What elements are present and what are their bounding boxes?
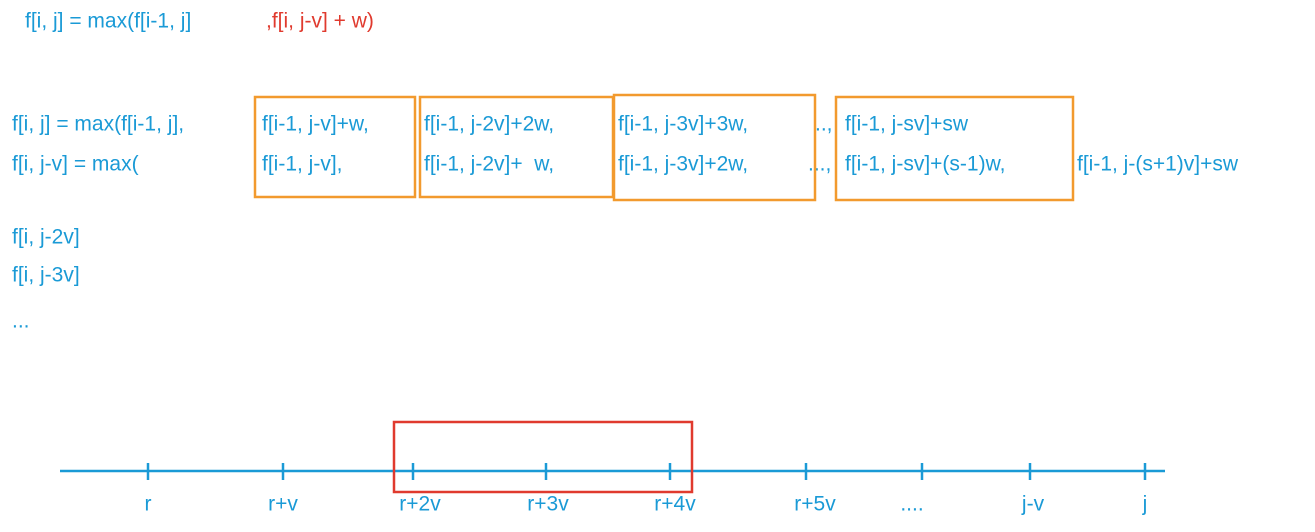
axis-label: r+5v <box>794 493 836 516</box>
row2-text: f[i, j-v] = max( <box>12 153 139 176</box>
axis-label: j-v <box>1021 493 1045 516</box>
axis-ticks: r r+v r+2v r+3v r+4v r+5v.... j-v j <box>145 463 1148 516</box>
row2-text: f[i-1, j-2v]+ w, <box>424 153 554 176</box>
row1-text: .., <box>815 113 833 136</box>
axis-label: r+v <box>268 493 298 516</box>
axis-label: .... <box>900 493 923 516</box>
row1-text: f[i-1, j-3v]+3w, <box>618 113 748 136</box>
axis-label: r+2v <box>399 493 441 516</box>
list-item: f[i, j-2v] <box>12 226 80 249</box>
row2-text: f[i-1, j-(s+1)v]+sw <box>1077 153 1239 176</box>
row2-text: ..., <box>808 153 831 176</box>
axis-label: r <box>145 493 152 516</box>
row1-text: f[i-1, j-sv]+sw <box>845 113 969 136</box>
row2-text: f[i-1, j-3v]+2w, <box>618 153 748 176</box>
list-item: f[i, j-3v] <box>12 264 80 287</box>
highlight-box <box>612 93 817 202</box>
axis-label: j <box>1142 493 1148 516</box>
window-box <box>392 420 694 494</box>
highlight-box <box>253 95 417 199</box>
highlight-box <box>834 95 1075 202</box>
row1-text: f[i-1, j-2v]+2w, <box>424 113 554 136</box>
axis-label: r+3v <box>527 493 569 516</box>
formula: f[i, j] = max(f[i-1, j] <box>25 10 191 33</box>
formula-red: ,f[i, j-v] + w) <box>266 10 374 33</box>
row2-text: f[i-1, j-sv]+(s-1)w, <box>845 153 1005 176</box>
row1-text: f[i-1, j-v]+w, <box>262 113 369 136</box>
list-item: ... <box>12 310 30 333</box>
row1-text: f[i, j] = max(f[i-1, j], <box>12 113 184 136</box>
axis-label: r+4v <box>654 493 696 516</box>
row2-text: f[i-1, j-v], <box>262 153 343 176</box>
